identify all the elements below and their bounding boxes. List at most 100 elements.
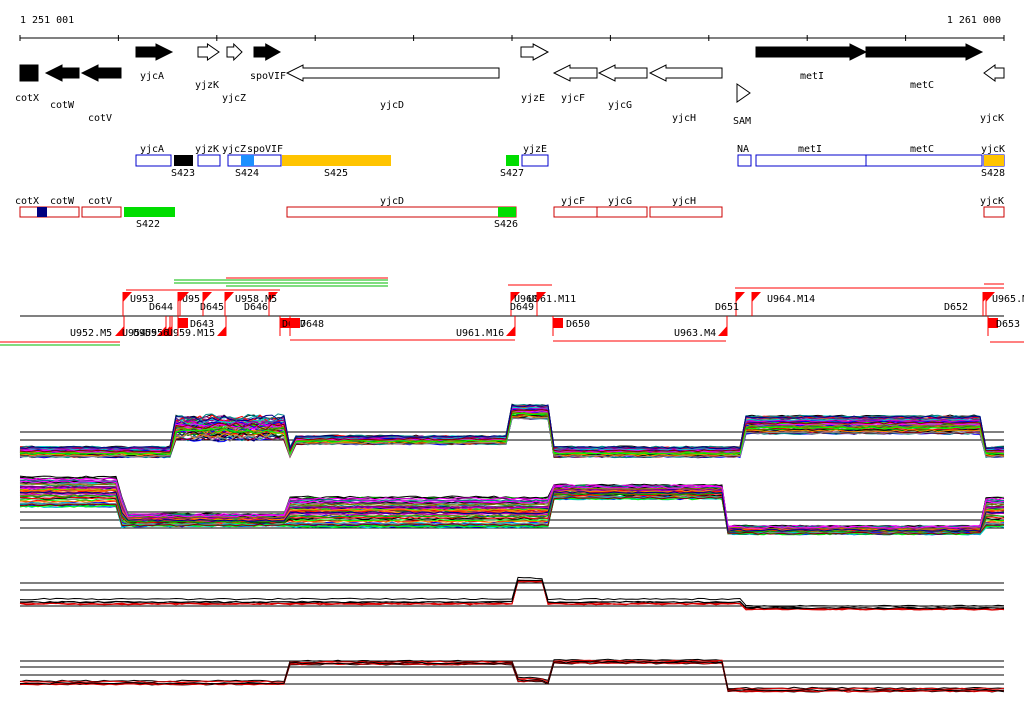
marker-d652: D652 <box>944 292 992 316</box>
position-ruler: 1 251 001 1 261 000 <box>19 15 1005 41</box>
summary-profile-reverse <box>19 658 1005 693</box>
marker-u953: U953 <box>122 292 154 316</box>
profile-line <box>19 417 1005 459</box>
marker-box <box>178 318 188 328</box>
marker-label-d652: D652 <box>944 302 968 313</box>
marker-box <box>290 318 300 328</box>
red-box-yjcg <box>596 206 648 218</box>
marker-label-u961-m16: U961.M16 <box>456 328 504 339</box>
segment-s428 <box>984 155 1004 166</box>
gene-label-spovif: spoVIF <box>250 71 286 82</box>
marker-d650: D650 <box>552 316 590 336</box>
red-label-yjcf: yjcF <box>561 196 585 207</box>
marker-label-d648: D648 <box>300 319 324 330</box>
blue-label-yjcz: yjcZ <box>222 144 246 155</box>
profile-line <box>19 491 1005 532</box>
gene-arrow-yjck <box>983 64 1005 82</box>
marker-u961-m11: U961.M11 <box>528 292 576 316</box>
gene-label-yjze: yjzE <box>521 93 545 104</box>
profile-line <box>19 659 1005 691</box>
blue-box-metc <box>865 154 983 167</box>
marker-flag <box>203 292 212 302</box>
segment-label-s423: S423 <box>171 168 195 179</box>
segment-label-s422: S422 <box>136 219 160 230</box>
profile-line <box>19 492 1005 533</box>
profile-line <box>19 576 1005 608</box>
marker-flag <box>180 292 189 302</box>
blue-box-yjcz <box>227 154 282 167</box>
blue-label-yjzk: yjzK <box>195 144 219 155</box>
reverse-segment-track: cotX cotW cotV yjcD yjcF yjcG yjcH yjcK S422 S426 <box>15 196 1005 230</box>
red-label-cotx: cotX <box>15 196 39 207</box>
gene-label-yjcz: yjcZ <box>222 93 246 104</box>
gene-yjze: yjzE <box>520 43 550 104</box>
red-label-yjcd: yjcD <box>380 196 404 207</box>
segment-s427 <box>506 155 519 166</box>
profile-line <box>19 492 1005 533</box>
gene-arrow-cotv <box>80 64 122 82</box>
red-box-yjcf <box>553 206 598 218</box>
marker-d643: D643 <box>177 316 214 336</box>
gene-label-yjcg: yjcG <box>608 100 632 111</box>
gene-arrow-yjch <box>648 64 723 82</box>
blue-label-metc: metC <box>910 144 934 155</box>
gene-label-yjck: yjcK <box>980 113 1004 124</box>
blue-box-na <box>737 154 752 167</box>
gene-label-cotx: cotX <box>15 93 39 104</box>
marker-label-u956: U956 <box>145 328 169 339</box>
profile-line <box>19 579 1005 610</box>
marker-flag <box>115 326 124 336</box>
marker-d649: D649 <box>510 292 546 316</box>
blue-label-na: NA <box>737 144 749 155</box>
segment-s425 <box>282 155 391 166</box>
red-box-yjch <box>649 206 723 218</box>
red-box-cotv <box>81 206 122 218</box>
profile-line <box>19 483 1005 530</box>
blue-label-meti: metI <box>798 144 822 155</box>
red-label-cotw: cotW <box>50 196 75 207</box>
marker-label-u953: U953 <box>130 294 154 305</box>
marker-label-u954: U954 <box>122 328 146 339</box>
marker-label-d643: D643 <box>190 319 214 330</box>
marker-flag <box>537 292 546 302</box>
blue-box-yjca <box>135 154 172 167</box>
gene-label-meti: metI <box>800 71 824 82</box>
forward-segment-track: yjcA yjzK yjcZ yjzE NA metI metC yjcK spoVIF S423… <box>135 144 1005 179</box>
gene-yjck: yjcK <box>980 64 1005 124</box>
marker-label-u960: U960 <box>514 294 538 305</box>
marker-label-u963-m4: U963.M4 <box>674 328 716 339</box>
marker-label-u955: U955 <box>133 328 157 339</box>
profile-line <box>19 496 1005 535</box>
marker-label-u958-m5: U958.M5 <box>235 294 277 305</box>
marker-d645: D645 <box>200 292 234 316</box>
gene-label-yjcf: yjcF <box>561 93 585 104</box>
marker-flag <box>225 292 234 302</box>
gene-arrow-meti <box>755 43 868 61</box>
marker-flag <box>269 292 278 302</box>
marker-flag <box>217 326 226 336</box>
blue-label-yjca: yjcA <box>140 144 164 155</box>
red-label-yjck: yjcK <box>980 196 1004 207</box>
marker-d651: D651 <box>715 292 745 316</box>
marker-label-d650: D650 <box>566 319 590 330</box>
profile-line <box>19 404 1005 450</box>
gene-cotv: cotV <box>80 64 122 124</box>
ruler-ticks <box>19 35 1005 41</box>
blue-label-yjze: yjzE <box>523 144 547 155</box>
marker-flag <box>986 292 995 302</box>
blue-box-yjzk <box>197 154 221 167</box>
expression-profile-reverse <box>19 475 1005 536</box>
gene-yjcz: yjcZ <box>222 42 246 104</box>
gene-arrow-spovif <box>253 43 282 61</box>
gene-cotx: cotX <box>15 64 39 104</box>
gene-arrow-yjze <box>520 43 550 61</box>
gene-arrow-yjcg <box>597 64 648 82</box>
marker-u956: U956 <box>145 316 173 339</box>
segment-label-s427: S427 <box>500 168 524 179</box>
gene-arrow-cotx <box>19 64 39 82</box>
profile-line <box>19 580 1005 611</box>
red-box-yjck <box>983 206 1005 218</box>
marker-u959-m15: U959.M15 <box>167 316 227 339</box>
